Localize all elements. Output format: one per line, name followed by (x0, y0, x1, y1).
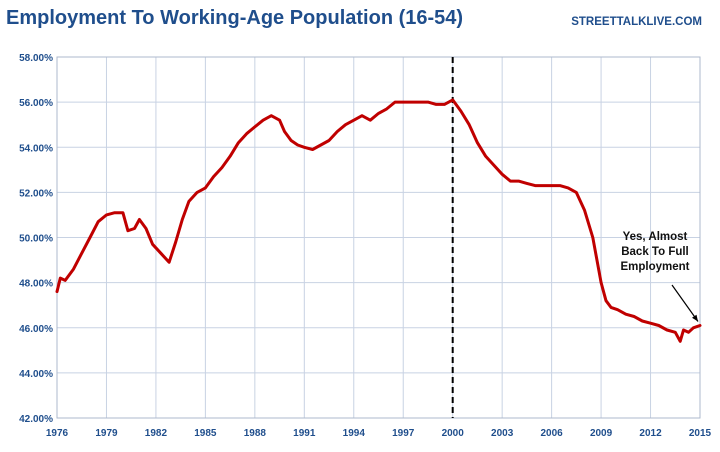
annotation-arrowhead (692, 314, 698, 322)
grid (56, 56, 701, 419)
x-tick-label: 2006 (540, 428, 563, 439)
y-tick-label: 48.00% (19, 279, 53, 290)
x-tick-label: 2015 (689, 428, 712, 439)
source-label: STREETTALKLIVE.COM (571, 16, 702, 28)
y-tick-label: 56.00% (19, 98, 53, 109)
x-tick-label: 1982 (145, 428, 168, 439)
x-tick-label: 1997 (392, 428, 415, 439)
series-group (55, 98, 702, 343)
y-tick-label: 46.00% (19, 324, 53, 335)
annotation-line: Employment (620, 261, 689, 273)
y-tick-label: 54.00% (19, 143, 53, 154)
annotation: Yes, Almost Back To Full Employment (620, 231, 699, 322)
x-tick-label: 1979 (95, 428, 118, 439)
y-axis: 42.00% 44.00% 46.00% 48.00% 50.00% 52.00% 54.0… (19, 53, 53, 425)
plot-area (56, 56, 701, 419)
chart-title: Employment To Working-Age Population (16… (6, 7, 464, 29)
y-tick-label: 42.00% (19, 414, 53, 425)
x-tick-label: 1991 (293, 428, 316, 439)
x-tick-label: 2012 (639, 428, 662, 439)
y-tick-label: 58.00% (19, 53, 53, 64)
annotation-line: Back To Full (621, 246, 689, 258)
y-tick-label: 44.00% (19, 369, 53, 380)
x-tick-label: 1994 (343, 428, 366, 439)
annotation-line: Yes, Almost (623, 231, 688, 243)
x-axis: 1976 1979 1982 1985 1988 1991 1994 1997 2000 2003… (46, 428, 712, 439)
y-tick-label: 50.00% (19, 234, 53, 245)
x-tick-label: 2009 (590, 428, 613, 439)
x-tick-label: 1976 (46, 428, 69, 439)
x-tick-label: 1988 (244, 428, 267, 439)
x-tick-label: 1985 (194, 428, 217, 439)
annotation-arrow (671, 284, 699, 322)
x-tick-label: 2000 (442, 428, 465, 439)
x-tick-label: 2003 (491, 428, 514, 439)
series-line-0 (55, 98, 702, 343)
y-tick-label: 52.00% (19, 188, 53, 199)
